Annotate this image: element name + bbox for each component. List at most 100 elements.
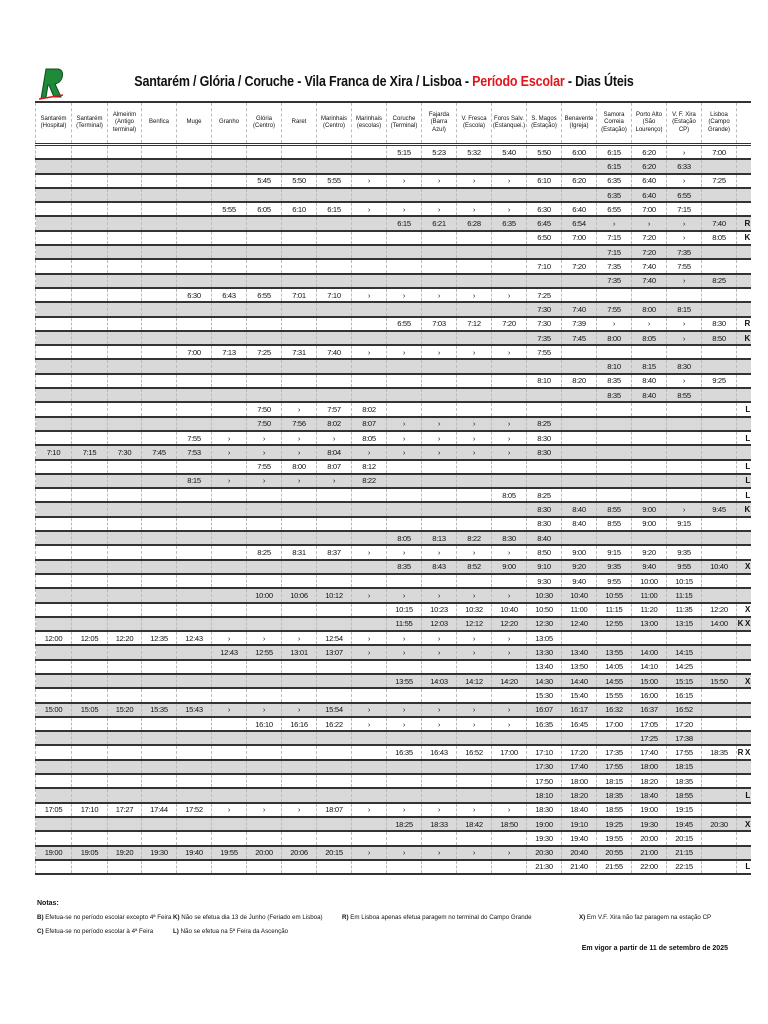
row-note: X: [736, 601, 751, 617]
departure-time: [561, 286, 597, 303]
departure-time: [666, 529, 702, 546]
departure-time: 6:35: [491, 215, 527, 231]
departure-time: [71, 773, 108, 789]
departure-time: [246, 186, 282, 203]
departure-time: [701, 186, 737, 203]
departure-time: [281, 787, 317, 803]
departure-time: [107, 258, 142, 274]
departure-time: [281, 758, 317, 775]
note-text: Em Lisboa apenas efetua paragem no termi…: [348, 914, 532, 921]
departure-time: [701, 472, 737, 489]
departure-time: [386, 358, 422, 374]
departure-time: [176, 372, 212, 389]
departure-time: [35, 815, 72, 832]
departure-time: [456, 572, 492, 589]
departure-time: [211, 558, 247, 574]
departure-time: [421, 258, 457, 274]
table-row: 21:30 21:40 21:55 22:00 22:15 L: [35, 858, 751, 876]
departure-time: [71, 587, 108, 603]
departure-time: [107, 830, 142, 846]
departure-time: 14:15: [666, 644, 702, 660]
departure-time: ›: [456, 201, 492, 217]
table-row: 8:15 › › › › 8:22 L: [35, 472, 751, 489]
row-note: [736, 773, 751, 789]
departure-time: 10:55: [596, 587, 632, 603]
row-note: X: [736, 815, 751, 832]
departure-time: [281, 830, 317, 846]
departure-time: [701, 758, 737, 775]
departure-time: [701, 730, 737, 746]
departure-time: [107, 615, 142, 632]
departure-time: [316, 830, 352, 846]
departure-time: ›: [491, 172, 527, 188]
row-note: [736, 715, 751, 732]
departure-time: [421, 301, 457, 317]
departure-time: 8:25: [701, 272, 737, 288]
departure-time: [71, 329, 108, 346]
departure-time: [316, 315, 352, 331]
departure-time: [561, 244, 597, 260]
departure-time: [491, 301, 527, 317]
departure-time: ›: [281, 401, 317, 417]
note-text: Não se efetua dia 13 de Junho (Feriado e…: [179, 914, 323, 921]
departure-time: [176, 201, 212, 217]
departure-time: [456, 372, 492, 389]
departure-time: [211, 687, 247, 703]
departure-time: 10:00: [631, 572, 667, 589]
departure-time: 7:57: [316, 401, 352, 417]
departure-time: 17:25: [631, 730, 667, 746]
departure-time: [107, 544, 142, 560]
departure-time: [246, 787, 282, 803]
header-stop: Granho: [211, 101, 247, 146]
table-row: 7:50 › 7:57 8:02 L: [35, 401, 751, 417]
departure-time: [561, 472, 597, 489]
departure-time: 7:40: [701, 215, 737, 231]
departure-time: [351, 258, 387, 274]
departure-time: 12:35: [141, 630, 177, 646]
departure-time: [71, 301, 108, 317]
departure-time: 7:20: [491, 315, 527, 331]
departure-time: [631, 487, 667, 503]
departure-time: 11:00: [561, 601, 597, 617]
departure-time: [211, 487, 247, 503]
departure-time: [71, 672, 108, 689]
departure-time: [631, 415, 667, 431]
departure-time: ›: [351, 544, 387, 560]
departure-time: [561, 344, 597, 360]
departure-time: 7:20: [631, 229, 667, 246]
departure-time: [491, 229, 527, 246]
departure-time: [386, 272, 422, 288]
row-note: [736, 415, 751, 431]
departure-time: [491, 258, 527, 274]
departure-time: [107, 315, 142, 331]
departure-time: 6:30: [176, 286, 212, 303]
departure-time: [176, 687, 212, 703]
table-row: 10:15 10:23 10:32 10:40 10:50 11:00 11:15 11:20…: [35, 601, 751, 617]
departure-time: [701, 544, 737, 560]
departure-time: 7:50: [246, 401, 282, 417]
departure-time: [141, 587, 177, 603]
departure-time: 7:35: [596, 272, 632, 288]
departure-time: [281, 572, 317, 589]
departure-time: [71, 229, 108, 246]
departure-time: [107, 572, 142, 589]
departure-time: 8:35: [386, 558, 422, 574]
departure-time: [141, 830, 177, 846]
departure-time: 6:40: [561, 201, 597, 217]
departure-time: [176, 587, 212, 603]
departure-time: [491, 858, 527, 876]
departure-time: [107, 815, 142, 832]
departure-time: ›: [631, 215, 667, 231]
departure-time: [351, 787, 387, 803]
departure-time: [666, 444, 702, 460]
departure-time: ›: [421, 444, 457, 460]
departure-time: 6:05: [246, 201, 282, 217]
departure-time: [35, 358, 72, 374]
note-key: X): [579, 914, 586, 921]
departure-time: [701, 844, 737, 860]
header-stop: Glória (Centro): [246, 101, 282, 146]
departure-time: ›: [456, 429, 492, 446]
departure-time: 6:43: [211, 286, 247, 303]
departure-time: 12:43: [211, 644, 247, 660]
departure-time: 8:00: [281, 458, 317, 474]
